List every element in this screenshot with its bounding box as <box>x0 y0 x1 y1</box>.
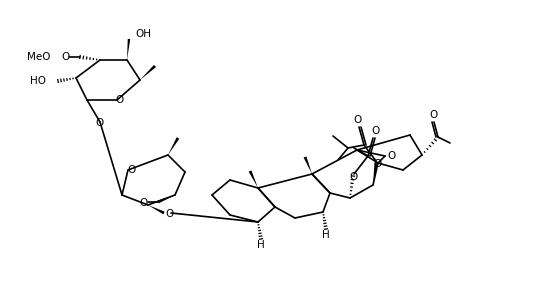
Polygon shape <box>158 195 175 203</box>
Polygon shape <box>373 163 377 185</box>
Text: O: O <box>61 52 69 62</box>
Polygon shape <box>168 137 179 155</box>
Text: O: O <box>430 110 438 120</box>
Polygon shape <box>249 170 258 188</box>
Text: H: H <box>257 240 265 250</box>
Text: HO: HO <box>30 76 46 86</box>
Text: MeO: MeO <box>26 52 50 62</box>
Polygon shape <box>304 156 312 174</box>
Text: O: O <box>140 198 148 208</box>
Text: O: O <box>373 159 381 169</box>
Text: OH: OH <box>135 29 151 39</box>
Text: O: O <box>350 172 358 182</box>
Text: O: O <box>116 95 124 105</box>
Text: O: O <box>388 151 396 161</box>
Text: O: O <box>95 118 103 128</box>
Text: O: O <box>165 209 173 219</box>
Polygon shape <box>127 39 130 60</box>
Polygon shape <box>148 205 165 214</box>
Text: O: O <box>371 126 379 136</box>
Text: O: O <box>127 165 135 175</box>
Text: O: O <box>353 115 361 125</box>
Polygon shape <box>140 65 156 80</box>
Text: H: H <box>322 230 330 240</box>
